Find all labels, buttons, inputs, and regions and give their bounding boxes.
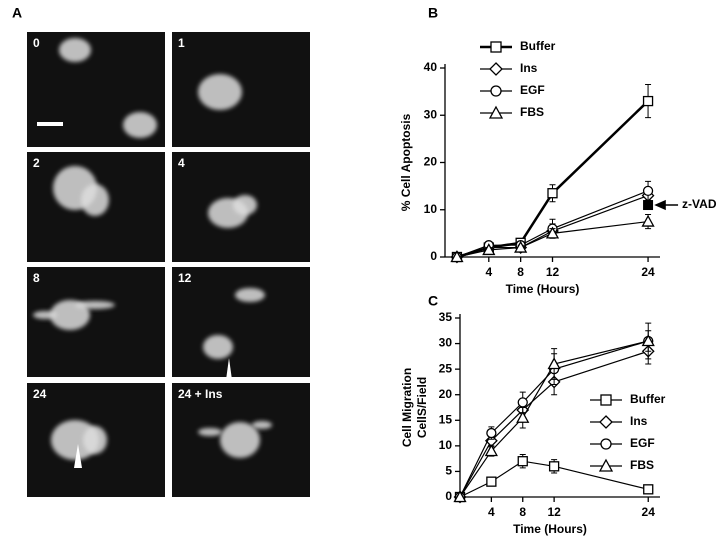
legend-marker [598, 458, 614, 472]
legend-marker [489, 62, 503, 76]
time-label: 8 [33, 271, 40, 285]
data-point [517, 397, 528, 408]
x-tick-label: 24 [641, 265, 655, 279]
y-tick-label: 20 [424, 155, 438, 169]
data-point [547, 188, 558, 199]
cell [59, 38, 91, 62]
cell [220, 422, 260, 458]
zvad-point [643, 200, 654, 211]
y-tick-label: 30 [424, 107, 438, 121]
y-tick-label: 20 [439, 387, 453, 401]
x-tick-label: 4 [488, 505, 495, 519]
time-label: 24 + Ins [178, 387, 223, 401]
micrograph [27, 267, 165, 377]
data-point [514, 240, 528, 253]
legend-marker [600, 438, 612, 450]
y-tick-label: 15 [439, 412, 453, 426]
panel-label: A [12, 5, 22, 21]
y-axis-label: Cell Migration [400, 368, 414, 447]
y-tick-label: 0 [430, 249, 437, 263]
legend-label: FBS [630, 458, 654, 472]
data-point [482, 243, 496, 256]
data-point [486, 427, 497, 439]
data-point [641, 214, 655, 227]
cell [198, 428, 222, 436]
x-axis-label: Time (Hours) [513, 522, 587, 536]
cell [83, 426, 107, 454]
cell [75, 301, 115, 309]
time-label: 0 [33, 36, 40, 50]
data-point [484, 444, 498, 457]
time-label: 4 [178, 156, 185, 170]
cell [235, 288, 265, 302]
y-tick-label: 40 [424, 60, 438, 74]
arrowhead [74, 444, 82, 468]
legend-label: EGF [520, 83, 545, 97]
legend-marker [600, 394, 612, 406]
cell [81, 184, 109, 216]
data-point [547, 357, 561, 370]
annotation-text: z-VAD [682, 197, 717, 211]
legend-label: Buffer [630, 392, 666, 406]
data-point [453, 490, 467, 503]
y-tick-label: 35 [439, 310, 453, 324]
data-point [642, 95, 654, 107]
cell [123, 112, 157, 138]
legend-label: EGF [630, 436, 655, 450]
y-tick-label: 10 [424, 202, 438, 216]
cell [233, 195, 257, 215]
annotation-arrow [654, 199, 679, 211]
legend-marker [599, 415, 613, 429]
data-point [486, 476, 497, 487]
data-point [450, 250, 464, 263]
time-label: 1 [178, 36, 185, 50]
x-tick-label: 8 [519, 505, 526, 519]
legend-label: Buffer [520, 39, 556, 53]
y-tick-label: 30 [439, 336, 453, 350]
data-point [642, 185, 654, 197]
legend-label: Ins [520, 61, 538, 75]
y-tick-label: 0 [445, 489, 452, 503]
legend-label: Ins [630, 414, 648, 428]
y-tick-label: 10 [439, 438, 453, 452]
data-point [548, 461, 560, 472]
x-tick-label: 24 [642, 505, 656, 519]
legend-marker [488, 105, 504, 119]
data-point [516, 410, 530, 423]
y-axis-label: CellS/Field [415, 377, 429, 438]
x-tick-label: 12 [546, 265, 560, 279]
arrowhead [226, 358, 232, 380]
cell [198, 74, 242, 110]
x-tick-label: 12 [547, 505, 561, 519]
panel-label: B [428, 5, 438, 21]
time-label: 12 [178, 271, 192, 285]
x-tick-label: 4 [485, 265, 492, 279]
legend-marker [490, 41, 502, 53]
time-label: 2 [33, 156, 40, 170]
data-point [517, 456, 528, 467]
time-label: 24 [33, 387, 47, 401]
data-point [643, 484, 654, 495]
legend-label: FBS [520, 105, 544, 119]
micrograph [172, 267, 310, 377]
y-tick-label: 25 [439, 361, 453, 375]
cell [203, 335, 233, 359]
x-axis-label: Time (Hours) [506, 282, 580, 296]
data-point [641, 334, 655, 347]
x-tick-label: 8 [517, 265, 524, 279]
cell [33, 311, 57, 319]
y-axis-label: % Cell Apoptosis [399, 113, 413, 211]
cell [252, 421, 272, 429]
data-point [545, 226, 560, 239]
scale-bar [37, 122, 63, 126]
panel-label: C [428, 293, 438, 309]
y-tick-label: 5 [445, 464, 452, 478]
legend-marker [490, 85, 502, 97]
